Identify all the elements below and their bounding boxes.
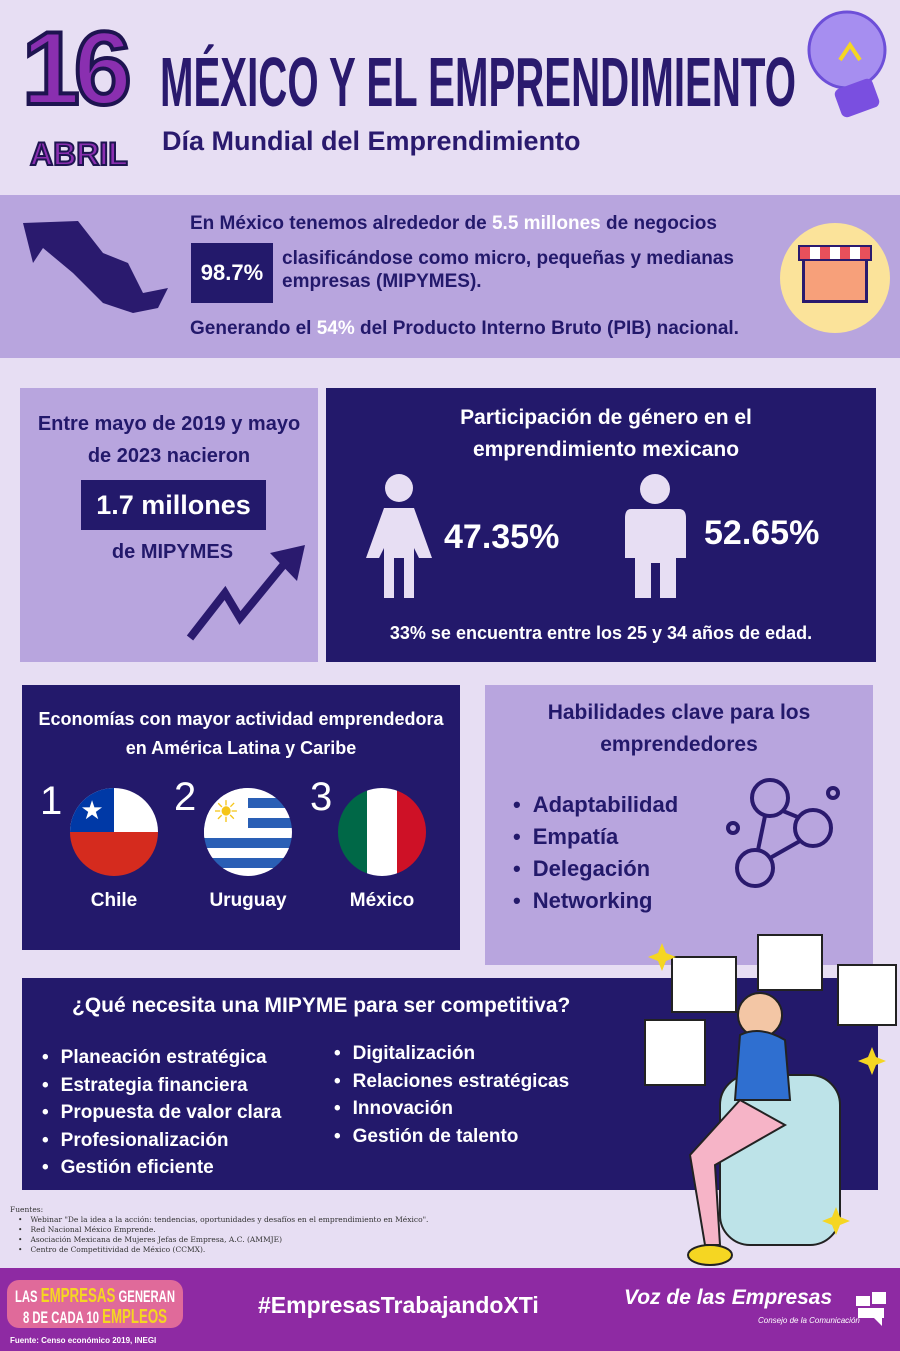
source-item: Webinar "De la idea a la acción: tendenc…: [18, 1215, 428, 1225]
businesses-line: En México tenemos alrededor de 5.5 millo…: [190, 213, 717, 235]
brand-name: Voz de las Empresas: [624, 1286, 833, 1309]
lightbulb-icon: [807, 10, 887, 118]
skill-item: Delegación: [513, 853, 678, 885]
brand-logo-icon: [856, 1292, 886, 1326]
competitive-list-2: Digitalización Relaciones estratégicas I…: [334, 1040, 570, 1151]
competitive-title: ¿Qué necesita una MIPYME para ser compet…: [72, 994, 571, 1017]
network-icon: [726, 778, 840, 888]
rank-3: 3: [310, 775, 333, 819]
page-subtitle: Día Mundial del Emprendimiento: [162, 126, 581, 156]
text: En México tenemos alrededor de: [190, 213, 492, 234]
text: EMPLEOS: [102, 1306, 167, 1327]
uruguay-flag-icon: ☀: [204, 788, 292, 876]
skill-item: Empatía: [513, 821, 678, 853]
highlight: 54%: [316, 318, 355, 339]
economies-title: Economías con mayor actividad emprendedo…: [38, 709, 444, 758]
gender-title: Participación de género en el emprendimi…: [460, 406, 752, 461]
female-icon: [366, 474, 432, 598]
list-item: Estrategia financiera: [42, 1072, 281, 1100]
source-item: Red Nacional México Emprende.: [18, 1225, 428, 1235]
day-number: 16: [20, 9, 134, 129]
male-percentage: 52.65%: [704, 514, 820, 552]
skill-item: Networking: [513, 885, 678, 917]
rank-2: 2: [174, 775, 197, 819]
footer: LAS EMPRESAS GENERAN 8 DE CADA 10 EMPLEO…: [0, 1268, 900, 1351]
competitive-list-1: Planeación estratégica Estrategia financ…: [42, 1044, 282, 1182]
highlight: 5.5 millones: [491, 213, 601, 234]
pib-line: Generando el 54% del Producto Interno Br…: [190, 318, 739, 340]
male-icon: [625, 474, 686, 598]
text: GENERAN: [115, 1287, 175, 1306]
country-chile: Chile: [90, 890, 138, 911]
text: Generando el: [190, 318, 317, 339]
text: 8 DE CADA 10: [23, 1308, 102, 1327]
skills-list: Adaptabilidad Empatía Delegación Network…: [513, 789, 678, 917]
country-mexico: México: [349, 890, 415, 911]
age-note: 33% se encuentra entre los 25 y 34 años …: [389, 623, 813, 643]
rank-1: 1: [40, 779, 63, 823]
growth-arrow-icon: [186, 545, 305, 641]
entrepreneur-illustration: [644, 934, 897, 1266]
hashtag: #EmpresasTrabajandoXTi: [258, 1292, 539, 1318]
mipymes-line: clasificándose como micro, pequeñas y me…: [282, 248, 734, 292]
stats-band: En México tenemos alrededor de 5.5 millo…: [0, 195, 900, 358]
source-item: Asociación Mexicana de Mujeres Jefas de …: [18, 1235, 428, 1245]
list-item: Gestión eficiente: [42, 1154, 281, 1182]
month-label: ABRIL: [29, 135, 129, 173]
text: de negocios: [600, 213, 717, 234]
list-item: Planeación estratégica: [42, 1044, 281, 1072]
badge-source: Fuente: Censo económico 2019, INEGI: [10, 1336, 157, 1345]
sources-label: Fuentes:: [10, 1205, 44, 1214]
births-text: Entre mayo de 2019 y mayo de 2023 nacier…: [37, 413, 301, 467]
percentage-badge: 98.7%: [191, 243, 273, 303]
skills-panel: Habilidades clave para los emprendedores…: [485, 685, 873, 965]
sources: Fuentes: Webinar "De la idea a la acción…: [10, 1205, 428, 1255]
page-title: MÉXICO Y EL EMPRENDIMIENTO: [160, 43, 796, 116]
badge-line-1: LAS EMPRESAS GENERAN: [15, 1285, 175, 1307]
list-item: Gestión de talento: [334, 1123, 569, 1151]
female-percentage: 47.35%: [444, 518, 560, 556]
skill-item: Adaptabilidad: [513, 789, 678, 821]
text: del Producto Interno Bruto (PIB) naciona…: [354, 318, 739, 339]
births-value: 1.7 millones: [81, 480, 266, 530]
chile-flag-icon: ★: [70, 788, 158, 876]
country-uruguay: Uruguay: [209, 890, 287, 911]
mexico-map-icon: [23, 221, 168, 313]
births-unit: de MIPYMES: [111, 541, 234, 563]
employment-badge-text: LAS EMPRESAS GENERAN 8 DE CADA 10 EMPLEO…: [15, 1285, 175, 1327]
list-item: Propuesta de valor clara: [42, 1099, 282, 1127]
list-item: Innovación: [334, 1095, 569, 1123]
page-title-wrap: MÉXICO Y EL EMPRENDIMIENTO: [160, 43, 796, 116]
list-item: Profesionalización: [42, 1127, 281, 1155]
text: EMPRESAS: [41, 1285, 116, 1307]
text: LAS: [15, 1287, 41, 1306]
store-icon: [780, 223, 890, 333]
mexico-flag-icon: [338, 788, 426, 876]
gender-panel: Participación de género en el emprendimi…: [326, 388, 876, 662]
skills-title: Habilidades clave para los emprendedores: [547, 701, 811, 756]
economies-panel: Economías con mayor actividad emprendedo…: [22, 685, 460, 950]
brand-subtitle: Consejo de la Comunicación: [758, 1316, 860, 1325]
source-item: Centro de Competitividad de México (CCMX…: [18, 1245, 428, 1255]
list-item: Digitalización: [334, 1040, 569, 1068]
list-item: Relaciones estratégicas: [334, 1068, 570, 1096]
badge-line-2: 8 DE CADA 10 EMPLEOS: [23, 1306, 167, 1327]
births-panel: Entre mayo de 2019 y mayo de 2023 nacier…: [20, 388, 318, 662]
employment-badge: LAS EMPRESAS GENERAN 8 DE CADA 10 EMPLEO…: [7, 1280, 183, 1328]
